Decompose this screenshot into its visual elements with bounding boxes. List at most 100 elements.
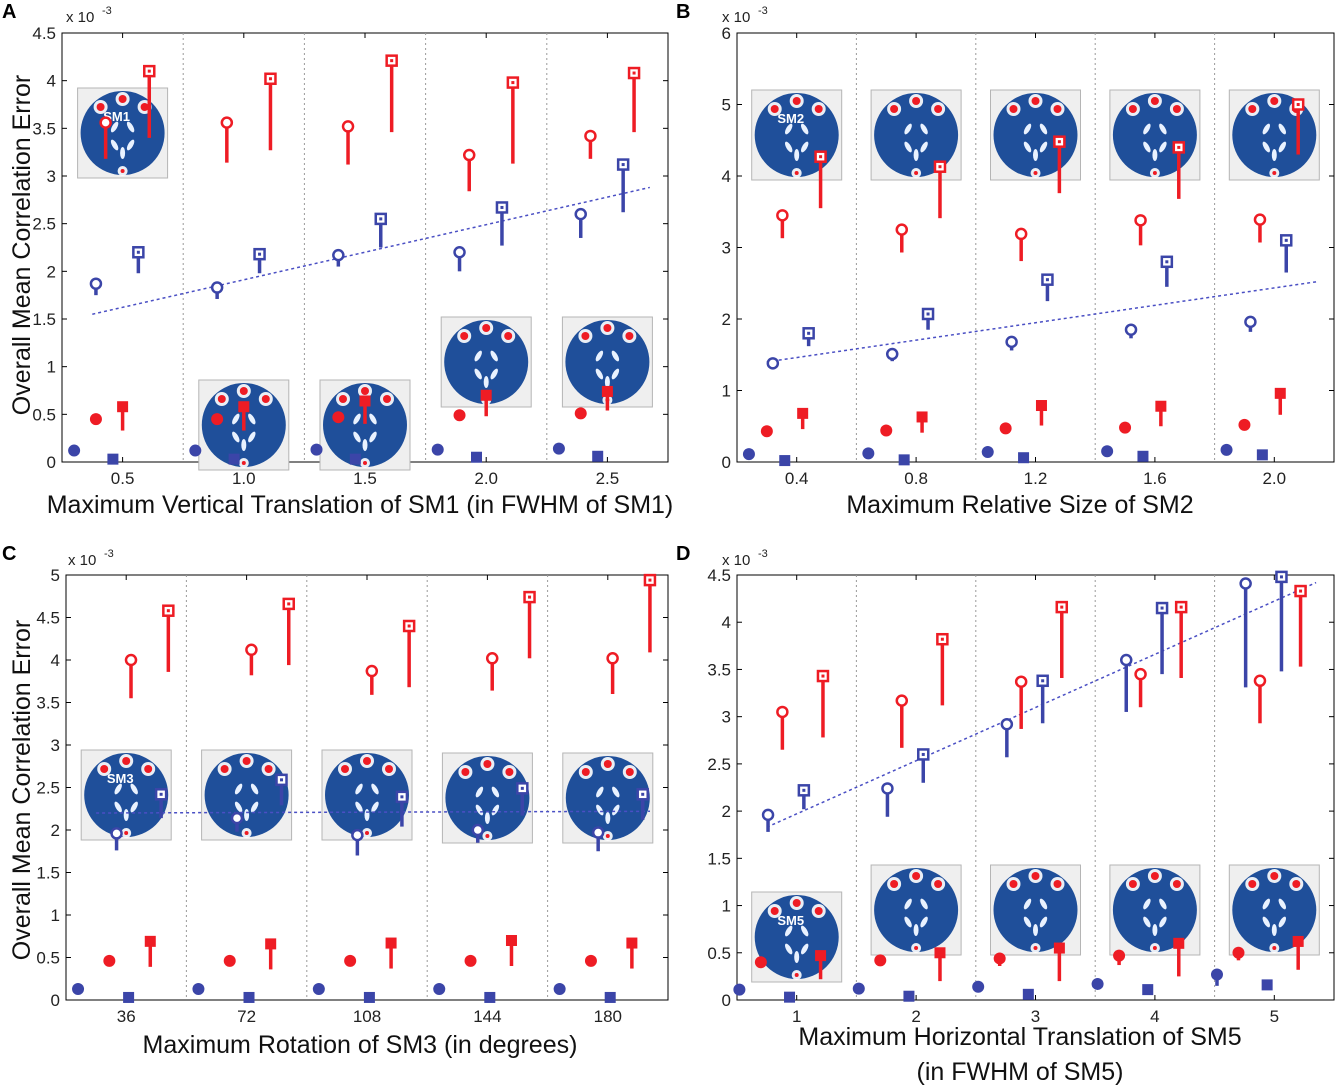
- data-point: [1053, 942, 1065, 954]
- data-point-center: [147, 69, 151, 73]
- data-point: [1220, 443, 1233, 456]
- inset-label: SM2: [777, 111, 804, 126]
- data-point: [385, 937, 397, 949]
- data-point: [1119, 421, 1132, 434]
- data-point: [776, 209, 789, 222]
- y-tick-label: 4.5: [32, 24, 56, 43]
- data-point: [1014, 675, 1028, 688]
- data-point: [1210, 968, 1223, 981]
- data-point: [365, 664, 379, 678]
- inset-map: [319, 379, 411, 471]
- axis-scale-label: x 10: [66, 9, 94, 26]
- x-tick-label: 108: [353, 1007, 381, 1026]
- data-point: [999, 422, 1012, 435]
- data-point: [993, 952, 1006, 965]
- y-tick-label: 3.5: [32, 119, 56, 138]
- y-tick-label: 3: [722, 239, 731, 258]
- y-tick-label: 3.5: [36, 694, 60, 713]
- data-point: [1232, 946, 1245, 959]
- panel-B: 0 1 2 3 4 5 6 0.4 0.8 1.2 1.6 2.0 x 10 -3 B Maximum Rel…: [676, 1, 1335, 519]
- data-point: [464, 954, 477, 967]
- x-axis-title: Maximum Rotation of SM3 (in degrees): [143, 1031, 578, 1059]
- data-point-center: [926, 312, 930, 316]
- data-point: [584, 954, 597, 967]
- inset-map: [990, 864, 1081, 956]
- data-point: [265, 938, 277, 950]
- data-point: [471, 823, 485, 837]
- x-axis-title: Maximum Relative Size of SM2: [846, 491, 1193, 519]
- x-tick-label: 1: [792, 1007, 801, 1026]
- panel-label: A: [2, 1, 16, 23]
- data-point: [344, 954, 357, 967]
- panel-A: 0 0.5 1 1.5 2 2.5 3 3.5 4 4.5 0.5 1.0 1.5 2.0 2.5 x 10-…: [2, 1, 673, 519]
- data-point-center: [528, 595, 532, 599]
- data-point: [626, 937, 638, 949]
- x-tick-label: 3: [1031, 1007, 1040, 1026]
- y-tick-label: 0: [722, 991, 731, 1010]
- data-point: [210, 281, 224, 294]
- inset-map: [1109, 864, 1201, 956]
- data-point: [1244, 315, 1257, 329]
- x-tick-label: 180: [594, 1007, 622, 1026]
- data-point: [243, 991, 255, 1003]
- data-point-center: [940, 637, 944, 641]
- y-tick-label: 2: [722, 802, 731, 821]
- data-point: [552, 442, 565, 455]
- y-tick-label: 0: [51, 991, 60, 1010]
- data-point: [211, 413, 224, 426]
- data-point: [223, 954, 236, 967]
- y-tick-label: 4: [51, 651, 60, 670]
- inset-map: [870, 864, 962, 956]
- data-point: [1113, 949, 1126, 962]
- axis-scale-exponent: -3: [758, 5, 768, 17]
- data-point-center: [632, 71, 636, 75]
- data-point: [471, 451, 483, 463]
- data-point-center: [1279, 575, 1283, 579]
- data-point: [574, 207, 587, 221]
- data-point: [1261, 979, 1273, 991]
- data-point: [881, 782, 894, 795]
- x-axis-title: Maximum Horizontal Translation of SM5: [798, 1023, 1241, 1051]
- data-point: [601, 385, 613, 397]
- data-point-center: [1060, 605, 1064, 609]
- y-tick-label: 4: [722, 613, 731, 632]
- y-tick-label: 0: [47, 453, 56, 472]
- x-tick-label: 2.5: [596, 469, 620, 488]
- y-axis-title: Overall Mean Correlation Error: [8, 620, 36, 960]
- data-point: [784, 991, 796, 1003]
- data-point: [862, 447, 875, 460]
- data-point-center: [1179, 605, 1183, 609]
- data-point: [189, 444, 202, 457]
- y-tick-label: 2.5: [32, 215, 56, 234]
- data-point: [1134, 214, 1147, 227]
- x-tick-label: 2.0: [474, 469, 498, 488]
- panel-D: 0 0.5 1 1.5 2 2.5 3 3.5 4 4.5 1 2 3 4 5 x 10 -3 D Maximum …: [676, 543, 1335, 1086]
- y-tick-label: 4.5: [36, 609, 60, 628]
- data-point: [484, 991, 496, 1003]
- data-point: [903, 990, 915, 1002]
- data-point: [1035, 400, 1047, 412]
- inset-map: [990, 89, 1081, 181]
- data-point-center: [938, 165, 942, 169]
- data-point: [359, 395, 371, 407]
- data-point: [776, 705, 789, 719]
- data-point-center: [1165, 260, 1169, 264]
- data-point: [1134, 667, 1147, 681]
- data-point: [107, 453, 119, 465]
- data-point-center: [1057, 140, 1061, 144]
- data-point: [89, 413, 102, 426]
- axis-scale-label: x 10: [68, 552, 96, 569]
- data-point-center: [136, 250, 140, 254]
- data-point-center: [921, 752, 925, 756]
- data-point: [898, 454, 910, 466]
- y-tick-label: 3: [722, 708, 731, 727]
- panel-label: B: [676, 1, 690, 23]
- inset-map: [440, 316, 532, 408]
- data-point-center: [1045, 278, 1049, 282]
- data-point: [123, 991, 135, 1003]
- data-point: [592, 450, 604, 462]
- data-point-center: [1041, 679, 1045, 683]
- y-tick-label: 0.5: [36, 949, 60, 968]
- data-point: [1119, 653, 1133, 667]
- data-point: [351, 828, 364, 842]
